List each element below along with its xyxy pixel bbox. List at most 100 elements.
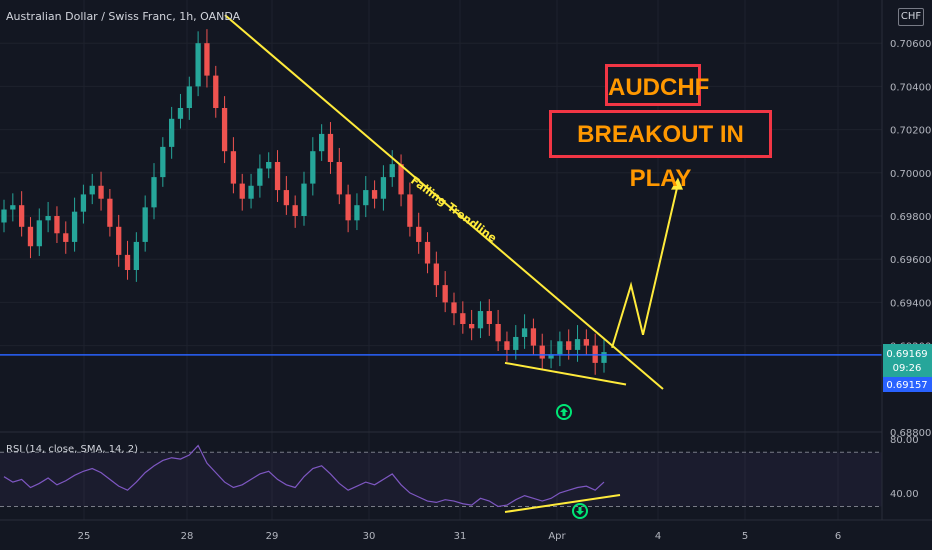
current-price-tag[interactable]: 0.69169 — [886, 349, 927, 360]
candle-body — [266, 162, 272, 169]
candle-body — [442, 285, 448, 303]
candle-body — [239, 183, 245, 199]
candle-body — [345, 194, 351, 221]
candle-body — [354, 205, 360, 221]
candle-body — [336, 162, 342, 195]
candle-body — [389, 164, 395, 178]
x-tick-label: 4 — [655, 531, 661, 542]
candle-body — [469, 324, 475, 329]
candle-body — [566, 341, 572, 350]
rsi-axis[interactable]: 80.00 40.00 — [890, 435, 919, 500]
candle-body — [319, 133, 325, 152]
grid — [0, 0, 882, 520]
projection-path — [611, 183, 679, 349]
x-tick-label: 28 — [181, 531, 194, 542]
rsi-line — [3, 444, 605, 508]
candle-body — [486, 311, 492, 324]
support-line[interactable] — [504, 361, 627, 386]
candle-body — [380, 177, 387, 199]
candle-body — [292, 205, 298, 216]
rsi-divergence-line[interactable] — [504, 494, 621, 513]
countdown-tag: 09:26 — [893, 363, 922, 374]
rsi-tick-label: 80.00 — [890, 435, 919, 446]
title-box-headline: BREAKOUT IN PLAY — [549, 110, 772, 192]
candle-body — [601, 352, 607, 363]
y-tick-label: 0.69400 — [890, 298, 931, 309]
x-tick-label: 6 — [835, 531, 841, 542]
candle-body — [557, 341, 563, 355]
candle-body — [169, 118, 175, 147]
candle-body — [371, 190, 378, 199]
candle-body — [1, 209, 7, 223]
x-tick-label: 30 — [363, 531, 376, 542]
candle-body — [248, 185, 254, 199]
candles-layer — [1, 29, 607, 375]
candle-body — [19, 205, 25, 227]
candle-body — [530, 328, 537, 346]
blue-line-price-tag-bg — [883, 377, 932, 392]
x-tick-label: 29 — [266, 531, 279, 542]
currency-badge[interactable]: CHF — [898, 8, 924, 26]
x-tick-label: 31 — [454, 531, 467, 542]
candle-body — [98, 185, 104, 199]
down-arrow-circle — [572, 503, 588, 519]
x-tick-label: 25 — [78, 531, 91, 542]
candle-body — [583, 339, 589, 346]
y-tick-label: 0.70600 — [890, 39, 931, 50]
symbol-title[interactable]: Australian Dollar / Swiss Franc, 1h, OAN… — [6, 10, 241, 23]
candle-body — [477, 311, 484, 329]
blue-line-price-tag[interactable]: 0.69157 — [886, 380, 927, 391]
candle-body — [71, 211, 78, 242]
candle-body — [513, 336, 519, 350]
candle-body — [257, 168, 263, 186]
candle-body — [195, 43, 201, 87]
candle-body — [116, 226, 122, 255]
up-arrow-icon — [560, 408, 568, 416]
y-tick-label: 0.68800 — [890, 428, 931, 439]
candle-body — [45, 216, 51, 221]
down-arrow-icon — [576, 507, 584, 515]
candle-body — [363, 190, 369, 206]
current-price-tag-bg — [883, 344, 932, 377]
candle-body — [398, 164, 404, 195]
x-tick-label: 5 — [742, 531, 748, 542]
candle-body — [142, 207, 148, 242]
candle-body — [416, 226, 422, 242]
candle-body — [107, 198, 113, 227]
candle-body — [310, 151, 316, 184]
candle-body — [160, 146, 166, 178]
falling-trendline[interactable] — [224, 14, 664, 390]
rsi-tick-label: 40.00 — [890, 489, 919, 500]
candle-body — [521, 328, 528, 337]
up-arrow-marker — [556, 404, 572, 420]
candle-body — [574, 339, 581, 350]
candle-body — [10, 205, 16, 210]
time-axis[interactable]: 25 28 29 30 31 Apr 4 5 6 — [78, 531, 842, 542]
candle-body — [548, 354, 554, 359]
rsi-pane — [0, 431, 882, 513]
candle-body — [327, 133, 334, 162]
candle-body — [451, 302, 457, 314]
candle-body — [204, 43, 210, 76]
candle-body — [283, 190, 289, 206]
candle-body — [221, 108, 228, 152]
candle-body — [274, 162, 281, 191]
candle-body — [495, 324, 501, 342]
candle-body — [151, 177, 157, 208]
candle-body — [36, 220, 42, 247]
title-box-symbol: AUDCHF — [605, 64, 709, 106]
candle-body — [460, 313, 466, 324]
rsi-title[interactable]: RSI (14, close, SMA, 14, 2) — [6, 444, 139, 455]
candle-body — [504, 341, 510, 350]
up-arrow-circle — [556, 404, 572, 420]
projection-arrowhead — [671, 177, 683, 190]
down-arrow-marker — [572, 503, 588, 519]
candle-body — [63, 233, 69, 242]
y-tick-label: 0.69600 — [890, 255, 931, 266]
candle-body — [27, 226, 34, 247]
candle-body — [133, 241, 139, 270]
candle-body — [407, 194, 413, 227]
candle-body — [433, 263, 439, 286]
